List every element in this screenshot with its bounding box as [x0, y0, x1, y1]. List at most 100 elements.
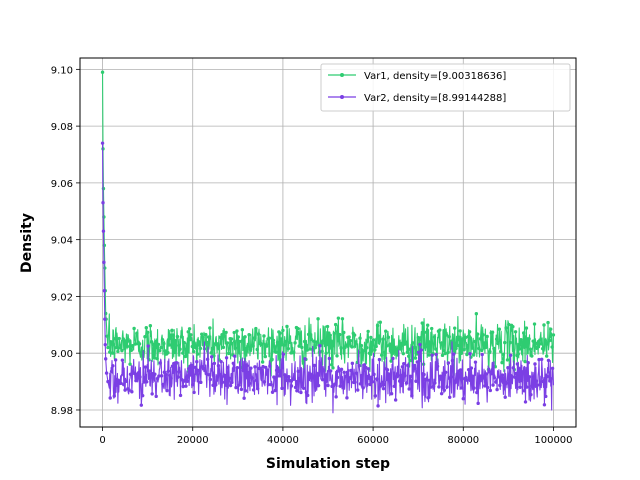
data-point — [251, 388, 256, 392]
data-point — [528, 347, 533, 351]
data-point — [276, 374, 280, 378]
data-point — [404, 341, 408, 346]
data-point — [174, 361, 179, 365]
data-point — [181, 384, 185, 389]
data-point — [324, 379, 329, 383]
data-point — [159, 345, 163, 350]
data-point — [524, 326, 529, 330]
data-point — [301, 359, 305, 363]
data-point — [414, 379, 418, 383]
data-point — [405, 350, 410, 354]
data-point — [192, 390, 196, 395]
data-point — [240, 328, 245, 332]
data-point — [220, 333, 224, 337]
data-point — [399, 383, 403, 388]
data-point — [271, 338, 276, 343]
data-point — [516, 352, 520, 356]
data-point — [254, 378, 259, 383]
data-point — [388, 373, 392, 378]
data-point — [136, 370, 141, 375]
data-point — [166, 351, 170, 355]
data-point — [309, 337, 314, 341]
data-point — [527, 337, 531, 341]
data-point — [106, 379, 110, 384]
data-point — [478, 337, 483, 341]
data-point — [186, 330, 190, 334]
data-point — [288, 379, 292, 383]
data-point — [115, 383, 119, 387]
data-point — [281, 352, 286, 357]
series-line — [102, 143, 554, 414]
data-point — [218, 373, 222, 377]
data-point — [389, 392, 394, 396]
data-point — [550, 345, 554, 349]
data-point — [265, 368, 269, 372]
data-point — [404, 381, 409, 385]
data-point — [373, 394, 378, 398]
data-point — [415, 360, 419, 364]
series-1 — [100, 70, 556, 377]
data-point — [149, 340, 154, 344]
data-point — [218, 335, 223, 340]
data-point — [103, 342, 107, 347]
data-point — [227, 351, 231, 356]
data-point — [375, 377, 379, 381]
data-point — [237, 339, 242, 344]
data-point — [522, 389, 526, 393]
data-point — [485, 385, 490, 390]
data-point — [467, 330, 472, 334]
data-point — [378, 320, 383, 324]
data-point — [473, 360, 478, 364]
data-point — [160, 337, 165, 342]
data-point — [285, 378, 290, 383]
data-point — [511, 366, 516, 370]
data-point — [299, 390, 303, 395]
data-point — [471, 374, 475, 378]
data-point — [159, 374, 164, 378]
data-point — [388, 342, 392, 346]
data-point — [281, 328, 285, 333]
data-point — [161, 382, 165, 387]
data-point — [112, 394, 116, 398]
data-point — [128, 372, 133, 377]
data-point — [285, 324, 289, 329]
data-point — [185, 354, 189, 358]
legend-label-var2: Var2, density=[8.99144288] — [364, 93, 506, 104]
data-point — [237, 383, 241, 387]
data-point — [172, 350, 177, 355]
data-point — [132, 326, 136, 331]
data-point — [408, 347, 412, 351]
data-point — [501, 352, 506, 357]
data-point — [279, 337, 284, 341]
data-point — [318, 344, 322, 348]
data-point — [169, 376, 173, 381]
data-point — [189, 333, 193, 337]
data-point — [458, 368, 463, 372]
data-point — [102, 289, 107, 293]
data-point — [549, 327, 553, 331]
data-point — [458, 329, 462, 333]
data-point — [518, 385, 522, 389]
data-point — [366, 367, 371, 371]
data-point — [195, 352, 200, 356]
data-point — [297, 376, 302, 381]
data-point — [480, 352, 484, 357]
data-point — [450, 339, 454, 343]
data-point — [177, 370, 181, 374]
data-point — [130, 390, 134, 394]
data-point — [362, 348, 366, 353]
data-point — [531, 339, 535, 343]
data-point — [431, 384, 436, 388]
data-point — [152, 356, 157, 360]
data-point — [393, 398, 398, 402]
data-point — [488, 388, 493, 393]
data-point — [120, 348, 124, 353]
data-point — [101, 229, 106, 233]
data-point — [204, 332, 208, 337]
data-point — [507, 375, 511, 379]
data-point — [342, 330, 346, 335]
data-point — [339, 367, 344, 372]
data-point — [241, 368, 245, 373]
data-point — [464, 376, 468, 380]
